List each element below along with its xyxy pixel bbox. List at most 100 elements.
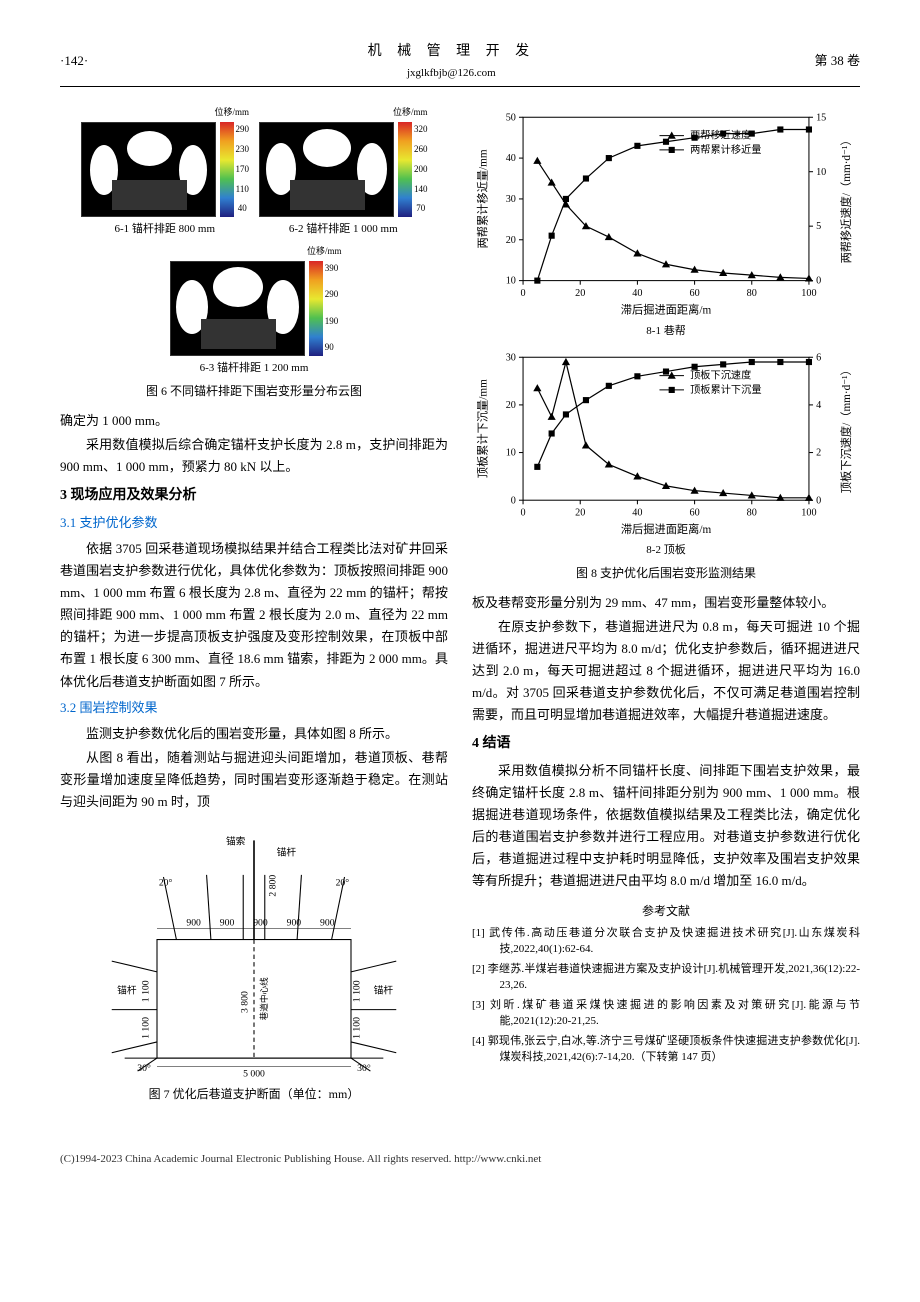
fig6-3: 位移/mm 390 290 190 90 6-3 锚杆排距 1 200 mm — [167, 244, 342, 377]
svg-text:顶板下沉速度/（mm·d⁻¹）: 顶板下沉速度/（mm·d⁻¹） — [839, 364, 853, 493]
cloud-image-1 — [81, 122, 216, 217]
svg-text:40: 40 — [506, 154, 516, 165]
svg-text:6: 6 — [816, 352, 821, 363]
svg-text:15: 15 — [816, 113, 826, 124]
svg-text:100: 100 — [801, 288, 816, 299]
header-center: 机 械 管 理 开 发 jxglkfbjb@126.com — [88, 40, 814, 82]
svg-text:1 100: 1 100 — [140, 980, 151, 1002]
svg-text:5: 5 — [816, 222, 821, 233]
svg-text:0: 0 — [816, 276, 821, 287]
cloud-image-3 — [170, 261, 305, 356]
section-3-2: 3.2 围岩控制效果 — [60, 697, 448, 719]
svg-text:60: 60 — [689, 507, 699, 518]
para-7: 在原支护参数下，巷道掘进进尺为 0.8 m，每天可掘进 10 个掘进循环，掘进进… — [472, 616, 860, 726]
svg-text:锚索: 锚索 — [226, 835, 246, 848]
para-6: 板及巷帮变形量分别为 29 mm、47 mm，围岩变形量整体较小。 — [472, 592, 860, 614]
para-5: 从图 8 看出，随着测站与掘进迎头间距增加，巷道顶板、巷帮变形量增加速度呈降低趋… — [60, 747, 448, 813]
svg-text:巷道中心线: 巷道中心线 — [258, 977, 269, 1020]
svg-text:10: 10 — [506, 276, 516, 287]
fig6-row1: 位移/mm 290 230 170 110 40 6-1 锚杆排距 800 mm — [60, 105, 448, 238]
fig8-2-svg: 02040608010001020300246滞后掘进面距离/m顶板累计下沉量/… — [472, 345, 860, 539]
svg-text:30: 30 — [506, 352, 516, 363]
svg-text:80: 80 — [747, 288, 757, 299]
fig8-1-svg: 0 20 40 60 80 100 10 20 30 40 50 0 5 10 15 滞后掘进面距离/m 两帮累… — [472, 105, 860, 319]
fig8-2-container: 02040608010001020300246滞后掘进面距离/m顶板累计下沉量/… — [472, 345, 860, 560]
fig6-caption: 图 6 不同锚杆排距下围岩变形量分布云图 — [60, 381, 448, 401]
journal-email: jxglkfbjb@126.com — [88, 64, 814, 83]
journal-title: 机 械 管 理 开 发 — [88, 40, 814, 64]
fig8-1-label: 8-1 巷帮 — [472, 322, 860, 341]
para-4: 监测支护参数优化后的围岩变形量，具体如图 8 所示。 — [60, 723, 448, 745]
para-1: 确定为 1 000 mm。 — [60, 410, 448, 432]
svg-text:1 100: 1 100 — [352, 980, 363, 1002]
svg-text:0: 0 — [520, 507, 525, 518]
svg-text:4: 4 — [816, 400, 821, 411]
svg-text:顶板下沉速度: 顶板下沉速度 — [690, 368, 751, 381]
svg-text:1 100: 1 100 — [140, 1017, 151, 1039]
fig8-1-container: 0 20 40 60 80 100 10 20 30 40 50 0 5 10 15 滞后掘进面距离/m 两帮累… — [472, 105, 860, 340]
fig7-caption: 图 7 优化后巷道支护断面（单位：mm） — [60, 1084, 448, 1104]
svg-text:两帮累计移近量: 两帮累计移近量 — [690, 143, 761, 156]
svg-text:5 000: 5 000 — [243, 1069, 265, 1080]
svg-text:2 800: 2 800 — [268, 875, 279, 897]
svg-text:滞后掘进面距离/m: 滞后掘进面距离/m — [621, 303, 712, 317]
svg-text:两帮移近速度/（mm·d⁻¹）: 两帮移近速度/（mm·d⁻¹） — [839, 135, 853, 264]
svg-text:20: 20 — [506, 235, 516, 246]
colorbar-1 — [220, 122, 234, 217]
svg-text:锚杆: 锚杆 — [117, 985, 137, 997]
colorbar-labels-1: 290 230 170 110 40 — [236, 122, 250, 217]
fig8-2-label: 8-2 顶板 — [472, 541, 860, 560]
svg-text:20: 20 — [575, 288, 585, 299]
svg-text:0: 0 — [521, 288, 526, 299]
page-header: ·142· 机 械 管 理 开 发 jxglkfbjb@126.com 第 38… — [60, 40, 860, 87]
svg-text:900: 900 — [320, 918, 335, 929]
two-column-layout: 位移/mm 290 230 170 110 40 6-1 锚杆排距 800 mm — [60, 105, 860, 1112]
svg-text:1 100: 1 100 — [352, 1017, 363, 1039]
left-column: 位移/mm 290 230 170 110 40 6-1 锚杆排距 800 mm — [60, 105, 448, 1112]
volume-label: 第 38 卷 — [814, 50, 860, 72]
ref-3: [3] 刘昕.煤矿巷道采煤快速掘进的影响因素及对策研究[J].能源与节能,202… — [472, 997, 860, 1030]
colorbar-labels-2: 320 260 200 140 70 — [414, 122, 428, 217]
colorbar-3 — [309, 261, 323, 356]
page-number: ·142· — [60, 50, 88, 72]
svg-text:两帮移近速度: 两帮移近速度 — [690, 129, 751, 142]
svg-text:50: 50 — [506, 113, 516, 124]
fig8-caption: 图 8 支护优化后围岩变形监测结果 — [472, 563, 860, 583]
svg-text:20°: 20° — [336, 878, 350, 889]
svg-text:20°: 20° — [159, 878, 173, 889]
svg-text:100: 100 — [801, 507, 816, 518]
fig6-2: 位移/mm 320 260 200 140 70 6-2 锚杆排距 1 000 — [259, 105, 428, 238]
svg-text:60: 60 — [689, 288, 699, 299]
page-footer: (C)1994-2023 China Academic Journal Elec… — [60, 1142, 860, 1169]
svg-text:30: 30 — [506, 194, 516, 205]
svg-text:40: 40 — [632, 507, 642, 518]
svg-text:900: 900 — [186, 918, 201, 929]
svg-text:滞后掘进面距离/m: 滞后掘进面距离/m — [621, 521, 712, 535]
svg-text:10: 10 — [506, 447, 516, 458]
svg-text:3 800: 3 800 — [240, 991, 251, 1013]
colorbar-labels-3: 390 290 190 90 — [325, 261, 339, 356]
colorbar-2 — [398, 122, 412, 217]
svg-text:0: 0 — [511, 495, 516, 506]
svg-text:900: 900 — [220, 918, 235, 929]
para-3: 依据 3705 回采巷道现场模拟结果并结合工程类比法对矿井回采巷道围岩支护参数进… — [60, 538, 448, 693]
fig6-1: 位移/mm 290 230 170 110 40 6-1 锚杆排距 800 mm — [81, 105, 250, 238]
svg-text:20: 20 — [506, 400, 516, 411]
svg-text:顶板累计下沉量: 顶板累计下沉量 — [690, 383, 761, 396]
svg-text:900: 900 — [253, 918, 268, 929]
section-3: 3 现场应用及效果分析 — [60, 484, 448, 508]
cloud-image-2 — [259, 122, 394, 217]
right-column: 0204060801001020304050051015滞后掘进面距离/m两帮累… — [472, 105, 860, 1112]
svg-text:900: 900 — [287, 918, 302, 929]
svg-text:20: 20 — [575, 507, 585, 518]
svg-text:10: 10 — [816, 167, 826, 178]
svg-text:30°: 30° — [357, 1063, 371, 1074]
para-8: 采用数值模拟分析不同锚杆长度、间排距下围岩支护效果，最终确定锚杆长度 2.8 m… — [472, 760, 860, 893]
fig7-container: 锚索 锚杆 锚杆 锚杆 900 900 900 900 900 5 000 2 … — [60, 821, 448, 1104]
svg-text:40: 40 — [632, 288, 642, 299]
svg-text:锚杆: 锚杆 — [277, 847, 297, 859]
svg-text:80: 80 — [747, 507, 757, 518]
svg-text:0: 0 — [816, 495, 821, 506]
ref-4: [4] 郭现伟,张云宁,白冰,等.济宁三号煤矿坚硬顶板条件快速掘进支护参数优化[… — [472, 1033, 860, 1066]
svg-text:两帮累计移近量/mm: 两帮累计移近量/mm — [476, 150, 489, 249]
